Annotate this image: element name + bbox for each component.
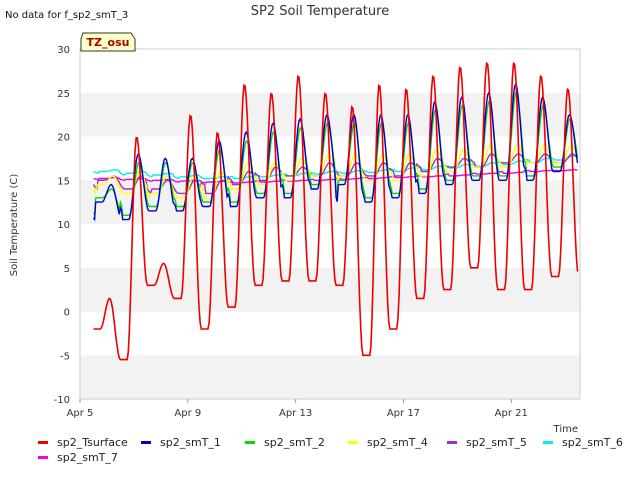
x-tick-label: Apr 17 xyxy=(387,408,420,419)
grid-band xyxy=(80,224,580,268)
legend-item: sp2_smT_2 xyxy=(245,436,325,449)
y-tick-label: -10 xyxy=(54,395,70,406)
x-axis-title: Time xyxy=(553,424,578,435)
y-tick-label: 5 xyxy=(64,264,70,275)
legend-label: sp2_smT_4 xyxy=(367,436,428,449)
legend-swatch xyxy=(38,441,48,444)
x-tick-label: Apr 21 xyxy=(495,408,528,419)
y-tick-label: -5 xyxy=(60,351,70,362)
legend-item: sp2_Tsurface xyxy=(38,436,128,449)
x-tick-label: Apr 5 xyxy=(67,408,94,419)
x-tick-label: Apr 13 xyxy=(279,408,312,419)
legend-label: sp2_Tsurface xyxy=(57,436,128,449)
legend-item: sp2_smT_7 xyxy=(38,451,118,464)
series-lines xyxy=(92,61,579,361)
chart-title: SP2 Soil Temperature xyxy=(251,4,389,19)
y-axis-title: Soil Temperature (C) xyxy=(9,174,20,277)
grid-band xyxy=(80,311,580,356)
y-tick-label: 30 xyxy=(57,45,70,56)
grid-band xyxy=(80,49,580,93)
y-tick-label: 10 xyxy=(57,220,70,231)
legend-swatch xyxy=(38,456,48,459)
legend-swatch xyxy=(348,441,358,444)
legend-item: sp2_smT_4 xyxy=(348,436,428,449)
plot-bands xyxy=(80,49,580,399)
y-tick-label: 20 xyxy=(57,133,70,144)
legend-item: sp2_smT_1 xyxy=(141,436,221,449)
legend-label: sp2_smT_1 xyxy=(160,436,221,449)
tz-badge: TZ_osu xyxy=(80,32,136,52)
legend-swatch xyxy=(245,441,255,444)
tz-badge-label: TZ_osu xyxy=(87,36,130,49)
plot-frame xyxy=(79,48,581,400)
y-tick-label: 0 xyxy=(64,308,70,319)
x-axis-ticks: Apr 5 Apr 9 Apr 13 Apr 17 Apr 21 xyxy=(67,399,528,419)
y-tick-label: 25 xyxy=(57,89,70,100)
legend-item: sp2_smT_5 xyxy=(447,436,527,449)
grid-band xyxy=(80,355,580,399)
nodata-note: No data for f_sp2_smT_3 xyxy=(5,10,128,21)
legend-swatch xyxy=(543,441,553,444)
legend-swatch xyxy=(141,441,151,444)
x-tick-label: Apr 9 xyxy=(174,408,201,419)
legend-item: sp2_smT_6 xyxy=(543,436,623,449)
y-axis-ticks: -10 -5 0 5 10 15 20 25 30 xyxy=(54,45,70,406)
legend-label: sp2_smT_5 xyxy=(466,436,527,449)
legend-label: sp2_smT_6 xyxy=(562,436,623,449)
legend-swatch xyxy=(447,441,457,444)
y-tick-label: 15 xyxy=(57,176,70,187)
legend-label: sp2_smT_7 xyxy=(57,451,118,464)
legend-label: sp2_smT_2 xyxy=(264,436,325,449)
series-line-sp2_smT_1 xyxy=(92,82,579,222)
series-line-sp2_Tsurface xyxy=(93,61,579,361)
